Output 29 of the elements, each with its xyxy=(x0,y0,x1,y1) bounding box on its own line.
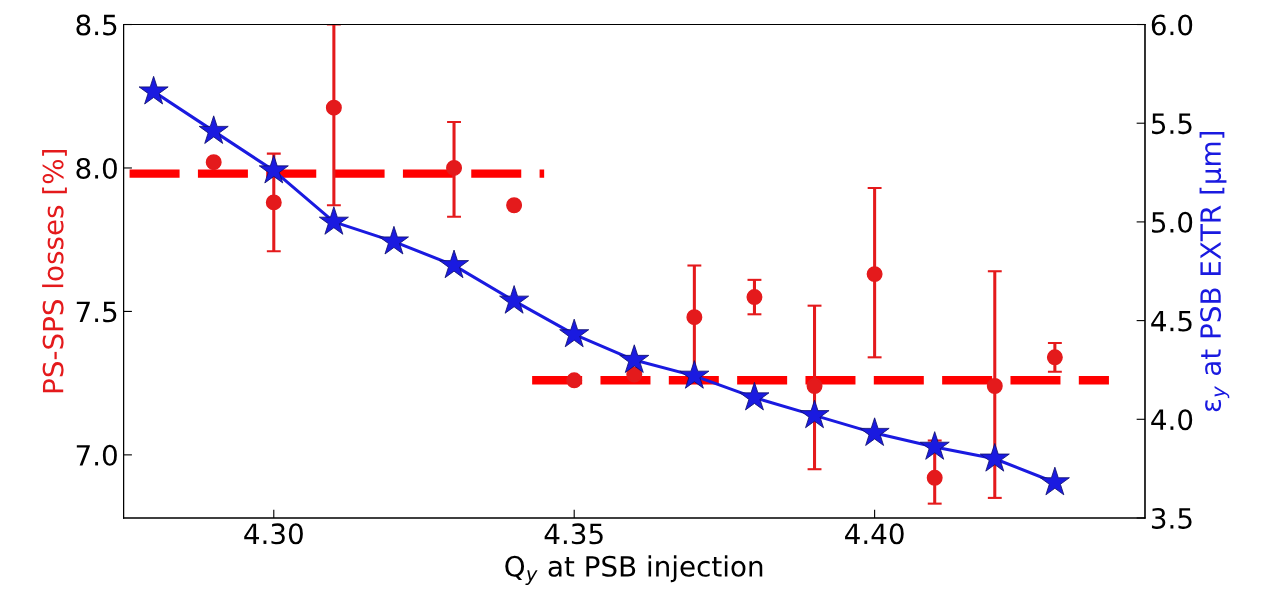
point xyxy=(806,378,823,394)
y2-tick-label: 3.5 xyxy=(1151,507,1192,529)
y-tick-label: 7.5 xyxy=(76,301,117,323)
y-axis-title: PS-SPS losses [%] xyxy=(42,149,67,393)
y2-tick-label: 6.0 xyxy=(1151,14,1193,36)
x-tick-label: 4.30 xyxy=(244,523,303,545)
y-tick-label: 8.5 xyxy=(76,14,117,36)
point xyxy=(1046,349,1063,366)
y2-axis-title: ε$_{y}$ at PSB EXTR [μm] xyxy=(1199,131,1230,412)
point xyxy=(746,289,763,306)
point xyxy=(926,469,943,486)
y-tick-label: 8.0 xyxy=(76,157,117,179)
x-tick-label: 4.35 xyxy=(544,523,603,545)
point xyxy=(866,266,883,283)
point xyxy=(325,99,342,116)
y2-tick-label: 5.5 xyxy=(1151,113,1192,135)
y2-tick-label: 4.5 xyxy=(1151,310,1192,332)
point xyxy=(446,159,463,176)
point xyxy=(686,309,703,326)
x-axis-title: Q$_{y}$ at PSB injection xyxy=(505,555,763,585)
x-tick-label: 4.40 xyxy=(845,523,904,545)
y-tick-label: 7.0 xyxy=(76,444,117,466)
y2-tick-label: 5.0 xyxy=(1151,211,1193,233)
y2-tick-label: 4.0 xyxy=(1151,409,1193,431)
point xyxy=(506,197,523,214)
point xyxy=(566,372,583,389)
point xyxy=(265,194,282,211)
point xyxy=(205,154,222,171)
point xyxy=(986,378,1003,394)
